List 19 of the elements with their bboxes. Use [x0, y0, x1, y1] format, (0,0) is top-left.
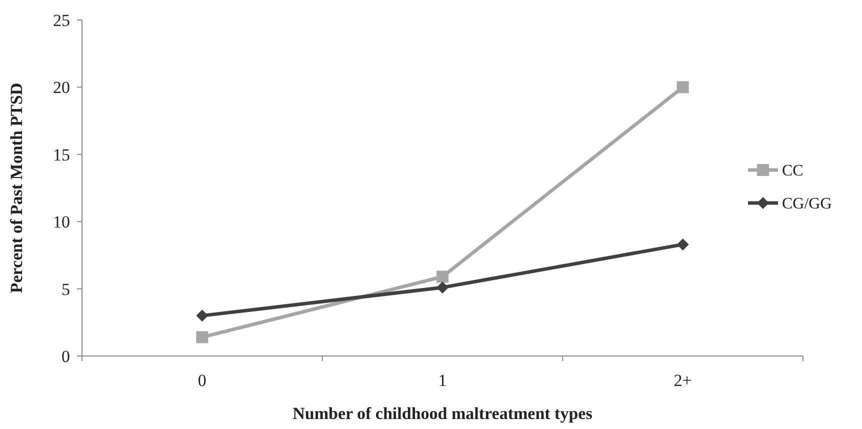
y-tick-label: 15 — [53, 145, 70, 164]
point — [196, 310, 208, 322]
legend-label: CC — [782, 162, 804, 180]
point — [436, 270, 448, 283]
y-tick-label: 0 — [62, 346, 70, 366]
x-tick-label: 2+ — [674, 371, 692, 390]
x-axis-title: Number of childhood maltreatment types — [292, 404, 593, 423]
y-tick-label: 20 — [53, 78, 70, 98]
point — [436, 281, 448, 294]
y-tick-label: 10 — [53, 212, 70, 232]
point — [196, 331, 208, 344]
point — [676, 238, 689, 250]
y-axis-title: Percent of Past Month PTSD — [7, 82, 26, 294]
y-tick-label: 5 — [62, 280, 70, 299]
y-tick-label: 25 — [53, 10, 70, 30]
legend-label: CG/GG — [782, 196, 832, 213]
x-tick-label: 0 — [198, 371, 206, 390]
x-tick-label: 1 — [438, 371, 447, 390]
point — [676, 81, 689, 94]
